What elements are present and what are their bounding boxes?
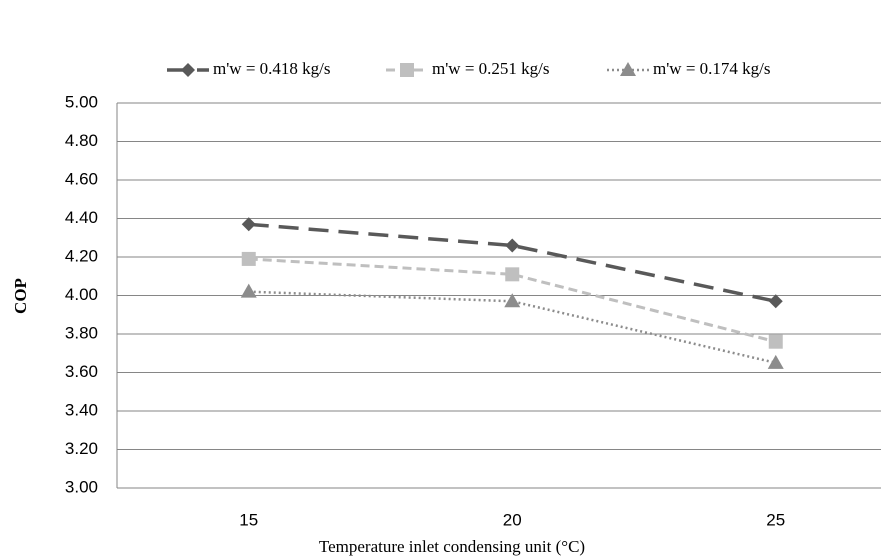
marker bbox=[504, 293, 521, 308]
marker bbox=[768, 334, 783, 349]
marker bbox=[505, 238, 520, 253]
marker bbox=[620, 62, 636, 76]
series-line bbox=[248, 257, 777, 344]
x-tick-label: 20 bbox=[503, 510, 522, 529]
marker bbox=[768, 294, 783, 309]
y-tick-label: 3.20 bbox=[65, 439, 98, 458]
x-tick-label: 25 bbox=[766, 510, 785, 529]
series-line bbox=[248, 222, 777, 303]
marker bbox=[181, 63, 195, 77]
y-tick-label: 4.20 bbox=[65, 246, 98, 265]
legend-label: m'w = 0.174 kg/s bbox=[653, 59, 771, 78]
y-tick-label: 4.00 bbox=[65, 285, 98, 304]
x-axis-title: Temperature inlet condensing unit (°C) bbox=[319, 537, 585, 556]
x-tick-label: 15 bbox=[239, 510, 258, 529]
marker bbox=[400, 63, 414, 77]
y-tick-label: 4.40 bbox=[65, 208, 98, 227]
marker bbox=[240, 283, 257, 298]
marker bbox=[241, 217, 256, 232]
marker bbox=[505, 267, 520, 282]
y-tick-label: 3.00 bbox=[65, 477, 98, 496]
marker bbox=[767, 354, 784, 369]
y-tick-label: 3.40 bbox=[65, 400, 98, 419]
marker bbox=[241, 251, 256, 266]
y-axis-title: COP bbox=[11, 278, 30, 314]
y-tick-label: 3.80 bbox=[65, 323, 98, 342]
y-tick-label: 5.00 bbox=[65, 92, 98, 111]
y-tick-label: 4.80 bbox=[65, 131, 98, 150]
y-tick-label: 3.60 bbox=[65, 362, 98, 381]
y-tick-label: 4.60 bbox=[65, 169, 98, 188]
legend-label: m'w = 0.418 kg/s bbox=[213, 59, 331, 78]
legend-label: m'w = 0.251 kg/s bbox=[432, 59, 550, 78]
